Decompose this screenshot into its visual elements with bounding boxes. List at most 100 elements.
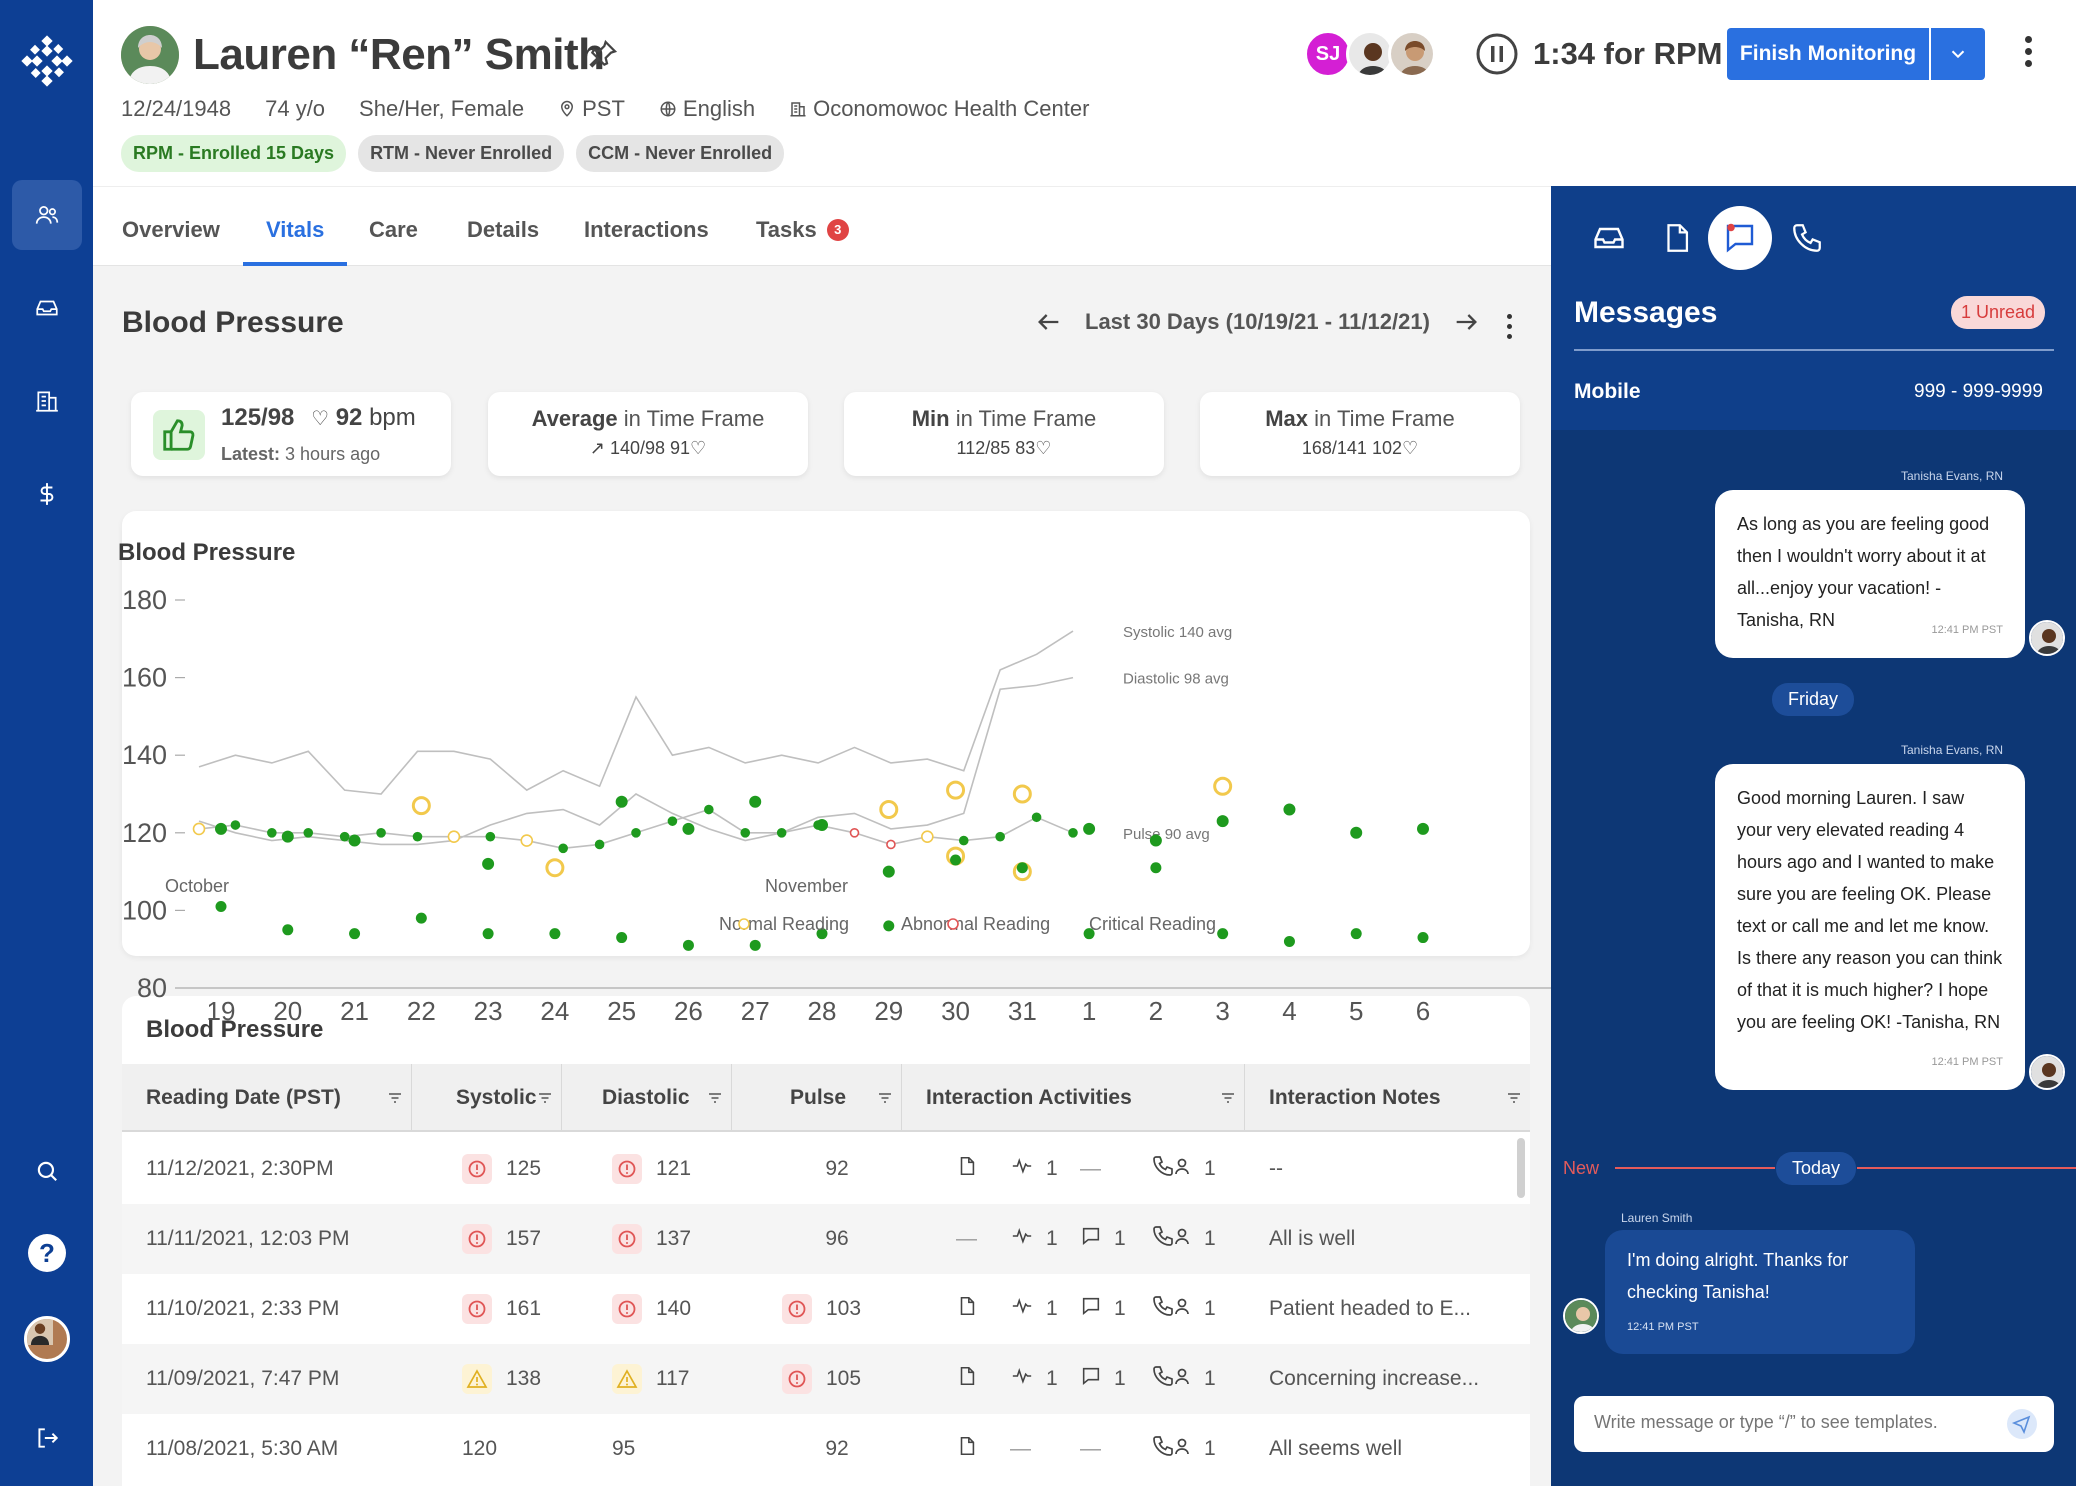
app-logo-icon[interactable] — [19, 33, 75, 89]
pause-timer-icon[interactable] — [1475, 32, 1519, 76]
reading-point[interactable] — [882, 865, 895, 878]
nav-profile-button[interactable] — [12, 1304, 82, 1374]
activity-calls[interactable]: 1 — [1152, 1274, 1216, 1344]
activity-messages[interactable]: — — [1080, 1414, 1101, 1484]
reading-point[interactable] — [339, 831, 350, 842]
reading-point[interactable] — [1417, 822, 1429, 835]
column-header-activities[interactable]: Interaction Activities — [902, 1064, 1245, 1132]
activity-messages[interactable]: 1 — [1080, 1204, 1126, 1274]
filter-icon[interactable] — [1220, 1090, 1236, 1106]
reading-point[interactable] — [667, 816, 678, 826]
reading-point[interactable] — [482, 857, 495, 870]
tab-vitals[interactable]: Vitals — [266, 217, 325, 242]
program-pill-rpm[interactable]: RPM - Enrolled 15 Days — [121, 135, 347, 172]
reading-point[interactable] — [1150, 862, 1162, 874]
reading-point[interactable] — [1149, 834, 1162, 847]
nav-billing-button[interactable] — [12, 459, 82, 529]
activity-messages[interactable]: — — [1080, 1134, 1101, 1204]
activity-calls[interactable]: 1 — [1152, 1204, 1216, 1274]
filter-icon[interactable] — [1506, 1090, 1522, 1106]
reading-point[interactable] — [958, 835, 969, 846]
column-header-date[interactable]: Reading Date (PST) — [122, 1064, 412, 1132]
reading-point[interactable] — [267, 827, 277, 838]
tab-care[interactable]: Care — [369, 217, 418, 242]
activity-calls[interactable]: 1 — [1152, 1344, 1216, 1414]
program-pill-ccm[interactable]: CCM - Never Enrolled — [576, 135, 785, 172]
table-row[interactable]: 11/12/2021, 2:30PM 125 121 92 1 — 1 -- — [122, 1134, 1530, 1204]
finish-monitoring-button[interactable]: Finish Monitoring — [1727, 28, 1929, 80]
reading-point[interactable] — [1216, 815, 1229, 828]
reading-point[interactable] — [950, 854, 962, 866]
filter-icon[interactable] — [387, 1090, 403, 1106]
send-icon[interactable] — [2006, 1408, 2038, 1440]
reading-point[interactable] — [1217, 928, 1229, 940]
table-row[interactable]: 11/11/2021, 12:03 PM 157 137 96—1 1 1 All is w… — [122, 1204, 1530, 1274]
reading-point[interactable] — [1083, 822, 1096, 835]
reading-point[interactable] — [849, 827, 860, 838]
min-card[interactable]: Min in Time Frame 112/85 83♡ — [844, 392, 1164, 476]
activity-vitals[interactable]: — — [1010, 1414, 1031, 1484]
nav-inbox-button[interactable] — [12, 273, 82, 343]
activity-document[interactable] — [956, 1414, 978, 1484]
activity-messages[interactable]: 1 — [1080, 1274, 1126, 1344]
care-team-avatar-sj[interactable]: SJ — [1304, 30, 1352, 78]
reading-point[interactable] — [349, 928, 361, 940]
reading-point[interactable] — [631, 827, 641, 838]
reading-point[interactable] — [1283, 935, 1295, 947]
nav-logout-button[interactable] — [12, 1403, 82, 1473]
filter-icon[interactable] — [877, 1090, 893, 1106]
care-team-avatar[interactable] — [1346, 30, 1394, 78]
reading-point[interactable] — [1350, 826, 1363, 839]
reading-point[interactable] — [520, 834, 534, 847]
section-more-icon[interactable] — [1507, 314, 1512, 339]
reading-point[interactable] — [740, 827, 751, 838]
reading-point[interactable] — [886, 839, 896, 850]
message-input[interactable] — [1594, 1412, 1994, 1433]
activity-document[interactable]: — — [956, 1204, 977, 1274]
latest-reading-card[interactable]: 125/98 ♡ 92 bpm Latest: 3 hours ago — [131, 392, 451, 476]
reading-point[interactable] — [348, 834, 361, 847]
reading-point[interactable] — [545, 858, 565, 878]
pin-icon[interactable] — [587, 38, 619, 70]
reading-point[interactable] — [447, 830, 461, 843]
nav-help-button[interactable]: ? — [12, 1218, 82, 1288]
reading-point[interactable] — [883, 920, 895, 932]
column-header-pulse[interactable]: Pulse — [732, 1064, 902, 1132]
filter-icon[interactable] — [707, 1090, 723, 1106]
reading-point[interactable] — [682, 939, 694, 951]
activity-document[interactable] — [956, 1274, 978, 1344]
tab-tasks[interactable]: Tasks 3 — [756, 217, 849, 243]
reading-point[interactable] — [215, 822, 227, 835]
reading-point[interactable] — [282, 924, 294, 936]
reading-point[interactable] — [594, 839, 605, 850]
reading-point[interactable] — [549, 928, 561, 940]
program-pill-rtm[interactable]: RTM - Never Enrolled — [358, 135, 565, 172]
filter-icon[interactable] — [537, 1090, 553, 1106]
nav-search-button[interactable] — [12, 1136, 82, 1206]
reading-point[interactable] — [816, 928, 828, 940]
tab-overview[interactable]: Overview — [122, 217, 220, 242]
reading-point[interactable] — [776, 827, 787, 838]
activity-document[interactable] — [956, 1134, 978, 1204]
reading-point[interactable] — [1350, 928, 1362, 940]
nav-facilities-button[interactable] — [12, 366, 82, 436]
reading-point[interactable] — [1213, 776, 1233, 796]
inbox-tab-button[interactable] — [1587, 216, 1631, 260]
reading-point[interactable] — [1012, 784, 1032, 804]
messages-tab-button[interactable] — [1708, 206, 1772, 270]
table-row[interactable]: 11/09/2021, 7:47 PM 138 117 105 1 1 1 Concernin… — [122, 1344, 1530, 1414]
tab-details[interactable]: Details — [467, 217, 540, 242]
reading-point[interactable] — [558, 843, 568, 854]
activity-vitals[interactable]: 1 — [1010, 1204, 1058, 1274]
average-card[interactable]: Average in Time Frame ↗ 140/98 91♡ — [488, 392, 808, 476]
arrow-right-icon[interactable] — [1452, 308, 1480, 336]
reading-point[interactable] — [946, 780, 966, 800]
reading-point[interactable] — [1083, 928, 1095, 940]
reading-point[interactable] — [749, 795, 762, 808]
reading-point[interactable] — [816, 819, 828, 832]
table-row[interactable]: 11/08/2021, 5:30 AM 120 95 92 — — 1 All seems w… — [122, 1414, 1530, 1484]
reading-point[interactable] — [281, 830, 294, 843]
reading-point[interactable] — [921, 830, 934, 843]
activity-calls[interactable]: 1 — [1152, 1414, 1216, 1484]
documents-tab-button[interactable] — [1655, 216, 1699, 260]
